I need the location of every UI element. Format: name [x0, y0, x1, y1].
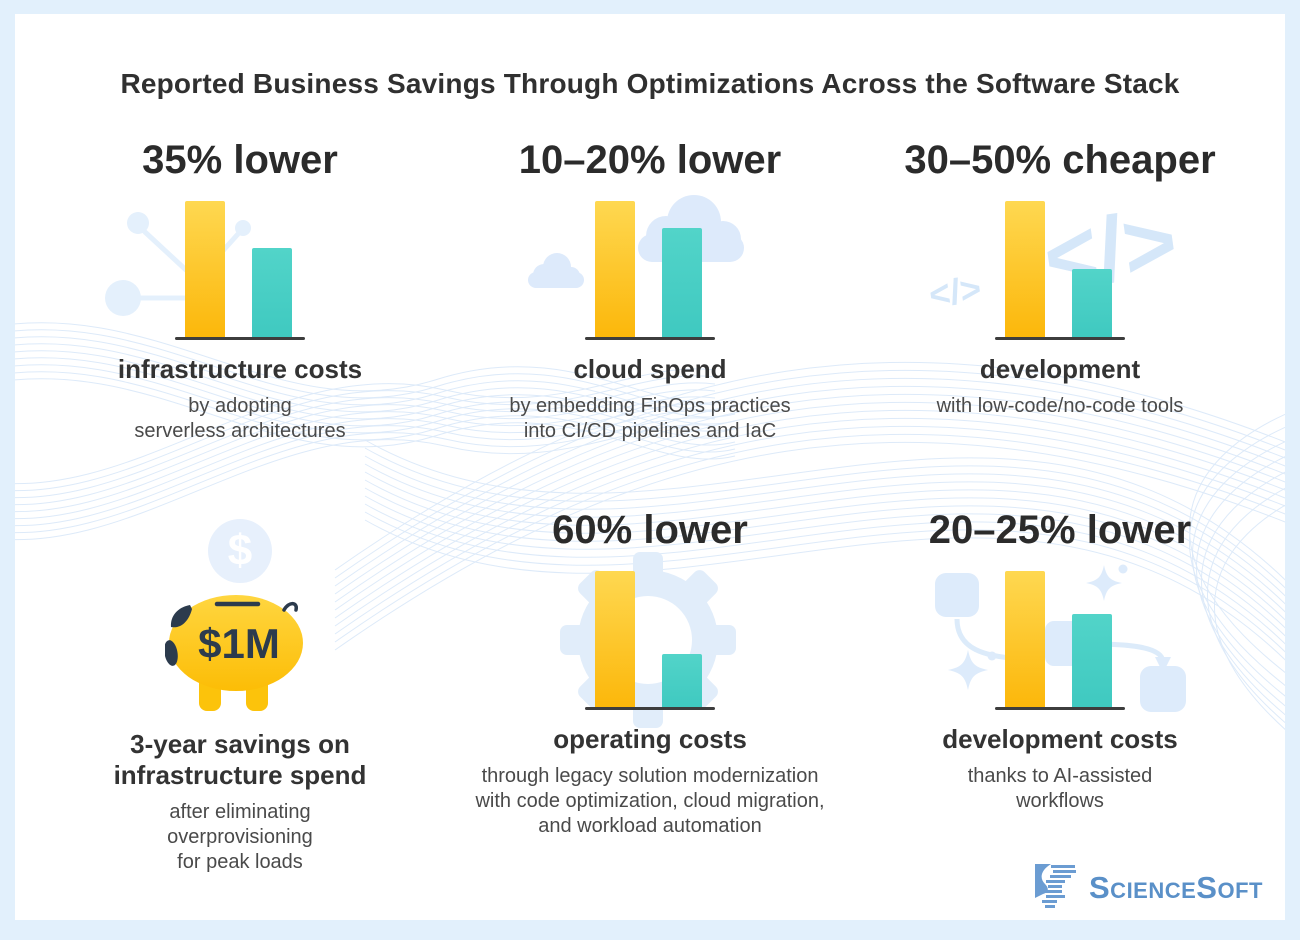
- bar-after: [662, 228, 702, 338]
- dollar-symbol: $: [227, 526, 253, 575]
- stat-description: by embedding FinOps practices into CI/CD…: [509, 395, 791, 442]
- infographic-card: Reported Business Savings Through Optimi…: [15, 14, 1285, 920]
- bar-chart-icon: [585, 570, 715, 710]
- stat-description: after eliminating overprovisioning for p…: [167, 801, 313, 873]
- bar-after: [662, 654, 702, 708]
- panel-development: </> </> 30–50% cheaper development with …: [890, 136, 1230, 419]
- stat-headline: 20–25% lower: [928, 508, 1192, 552]
- bar-before: [595, 201, 635, 338]
- bar-after: [1072, 269, 1112, 338]
- stat-headline: 10–20% lower: [518, 138, 782, 182]
- savings-amount: $1M: [198, 620, 280, 667]
- bar-after: [252, 248, 292, 338]
- bar-before: [595, 571, 635, 708]
- stat-headline: 35% lower: [142, 138, 338, 182]
- bar-before: [1005, 201, 1045, 338]
- panel-infrastructure-savings: $ $1M 3-year savings on infrastructure s…: [75, 505, 405, 875]
- page-title: Reported Business Savings Through Optimi…: [120, 68, 1180, 99]
- bar-after: [1072, 614, 1112, 708]
- logo-icon: [1035, 864, 1076, 908]
- bar-chart-icon: [175, 200, 305, 340]
- stat-headline: 30–50% cheaper: [904, 138, 1216, 182]
- stat-label: development: [979, 354, 1141, 384]
- panel-operating-costs: 60% lower operating costs through legacy…: [440, 506, 860, 839]
- stat-label: development costs: [942, 724, 1178, 754]
- stat-description: with low-code/no-code tools: [936, 395, 1184, 417]
- stat-description: through legacy solution modernization wi…: [475, 765, 825, 837]
- sciencesoft-logo: ScienceSoft: [1033, 864, 1263, 910]
- bar-before: [185, 201, 225, 338]
- panel-cloud-spend: 10–20% lower cloud spend by embedding Fi…: [480, 136, 820, 444]
- stat-label: infrastructure costs: [117, 354, 363, 384]
- stat-headline: 60% lower: [552, 508, 748, 552]
- stat-label: operating costs: [553, 724, 747, 754]
- piggy-bank-icon: $1M: [165, 595, 303, 711]
- panel-development-costs: 20–25% lower development costs thanks to…: [880, 506, 1240, 814]
- code-glyph-small: </>: [926, 268, 983, 316]
- dollar-coin-icon: $: [208, 519, 272, 583]
- stat-description: thanks to AI-assisted workflows: [967, 765, 1153, 812]
- panel-infrastructure-costs: 35% lower infrastructure costs by adopti…: [70, 136, 410, 444]
- bar-chart-icon: [995, 200, 1125, 340]
- stat-label: cloud spend: [573, 354, 727, 384]
- stat-description: by adopting serverless architectures: [134, 395, 346, 442]
- bar-before: [1005, 571, 1045, 708]
- bar-chart-icon: [585, 200, 715, 340]
- bar-chart-icon: [995, 570, 1125, 710]
- logo-text: ScienceSoft: [1089, 869, 1263, 905]
- stat-label: 3-year savings on infrastructure spend: [113, 729, 367, 790]
